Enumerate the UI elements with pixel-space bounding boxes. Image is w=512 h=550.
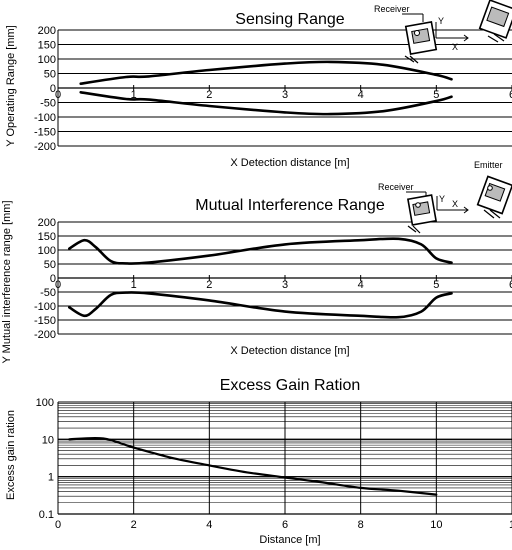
c3-series-line-1: [68, 436, 438, 496]
sensing-range-series: [79, 60, 453, 116]
c1-y-tick-label: -50: [40, 98, 56, 110]
c1-y-tick-label: 0: [50, 83, 56, 95]
excess-gain-series: [68, 436, 438, 496]
mutual-interference-y-label: Y Mutual interference range [mm]: [1, 200, 13, 363]
sensing-range-x-label: X Detection distance [m]: [230, 157, 349, 169]
emitter-sensor-icon-2: Emitter: [474, 160, 512, 219]
c2-y-tick-label: -150: [34, 315, 56, 327]
sensing-range-x-ticks: 0 1 2 3 4 5 6: [55, 85, 512, 101]
c2-x-tick-label: 4: [358, 279, 364, 291]
mutual-interference-y-ticks: 200 150 100 50 0 -50 -100 -150 -200: [34, 217, 56, 341]
c1-series-line-1: [79, 60, 453, 85]
c3-x-tick-label: 10: [430, 519, 442, 531]
c3-y-tick-label: 1: [48, 472, 54, 484]
c2-x-tick-label: 2: [206, 279, 212, 291]
y-axis-marker: Y: [438, 16, 444, 26]
receiver-label: Receiver: [374, 4, 410, 14]
c3-x-tick-label: 8: [358, 519, 364, 531]
c3-x-tick-label: 2: [131, 519, 137, 531]
c2-x-tick-label: 0: [55, 279, 61, 291]
c1-y-tick-label: 150: [38, 40, 56, 52]
c2-y-tick-label: -50: [40, 287, 56, 299]
c2-series-line-1: [68, 237, 453, 265]
c2-y-tick-label: 50: [44, 259, 56, 271]
sensing-range-y-ticks: 200 150 100 50 0 -50 -100 -150 -200: [34, 25, 56, 153]
sensing-range-chart: Sensing Range 200150100500-50-100-150-20…: [5, 0, 512, 169]
excess-gain-title: Excess Gain Ration: [220, 377, 361, 394]
emitter-sensor-icon: [478, 0, 512, 43]
mutual-interference-series: [68, 237, 453, 319]
c2-x-tick-label: 1: [131, 279, 137, 291]
c3-x-tick-label: 0: [55, 519, 61, 531]
c1-y-tick-label: -150: [34, 127, 56, 139]
emitter-label: Emitter: [474, 160, 503, 170]
x-axis-marker: X: [452, 42, 458, 52]
c2-y-tick-label: 150: [38, 231, 56, 243]
receiver-sensor-icon: Receiver Y X: [374, 4, 469, 64]
c1-y-tick-label: 50: [44, 69, 56, 81]
mutual-interference-chart: Mutual Interference Range 200150100500-5…: [1, 160, 512, 364]
c2-x-tick-label: 6: [509, 279, 512, 291]
c1-x-tick-label: 4: [358, 89, 364, 101]
c3-y-tick-label: 10: [42, 434, 54, 446]
c2-y-tick-label: 100: [38, 245, 56, 257]
c2-x-tick-label: 5: [433, 279, 439, 291]
c2-y-tick-label: -200: [34, 329, 56, 341]
receiver-sensor-icon-2: Receiver Y X: [378, 182, 469, 234]
mutual-interference-title: Mutual Interference Range: [195, 197, 385, 214]
c1-x-tick-label: 5: [433, 89, 439, 101]
c1-x-tick-label: 6: [509, 89, 512, 101]
c1-y-tick-label: 100: [38, 54, 56, 66]
c1-y-tick-label: 200: [38, 25, 56, 37]
c2-x-tick-label: 3: [282, 279, 288, 291]
c1-x-tick-label: 2: [206, 89, 212, 101]
excess-gain-y-label: Excess gain ration: [5, 410, 17, 500]
c2-y-tick-label: 200: [38, 217, 56, 229]
receiver-label-2: Receiver: [378, 182, 414, 192]
c1-x-tick-label: 0: [55, 89, 61, 101]
excess-gain-chart: Excess Gain Ration 100 10 1 0.1 0 2 4 6 8 10 1 Di…: [5, 377, 512, 546]
c2-series-line-2: [68, 291, 453, 319]
excess-gain-x-ticks: 0 2 4 6 8 10 1: [55, 519, 512, 531]
c3-y-tick-label: 0.1: [39, 509, 54, 521]
c1-y-tick-label: -100: [34, 112, 56, 124]
y-axis-marker-2: Y: [439, 194, 445, 204]
c3-x-tick-label: 1: [509, 519, 512, 531]
x-axis-marker-2: X: [452, 199, 458, 209]
c3-y-tick-label: 100: [36, 397, 54, 409]
c3-x-tick-label: 4: [206, 519, 212, 531]
sensing-range-y-label: Y Operating Range [mm]: [5, 25, 17, 146]
mutual-interference-x-label: X Detection distance [m]: [230, 345, 349, 357]
excess-gain-x-label: Distance [m]: [259, 534, 320, 546]
mutual-interference-x-ticks: 0 1 2 3 4 5 6: [55, 275, 512, 291]
c1-series-line-2: [79, 91, 453, 116]
excess-gain-grid: [57, 401, 512, 515]
excess-gain-y-ticks: 100 10 1 0.1: [36, 397, 54, 521]
c1-x-tick-label: 3: [282, 89, 288, 101]
c2-y-tick-label: 0: [50, 273, 56, 285]
sensing-range-title: Sensing Range: [235, 11, 345, 28]
c1-x-tick-label: 1: [131, 89, 137, 101]
c3-x-tick-label: 6: [282, 519, 288, 531]
c1-y-tick-label: -200: [34, 141, 56, 153]
c2-y-tick-label: -100: [34, 301, 56, 313]
